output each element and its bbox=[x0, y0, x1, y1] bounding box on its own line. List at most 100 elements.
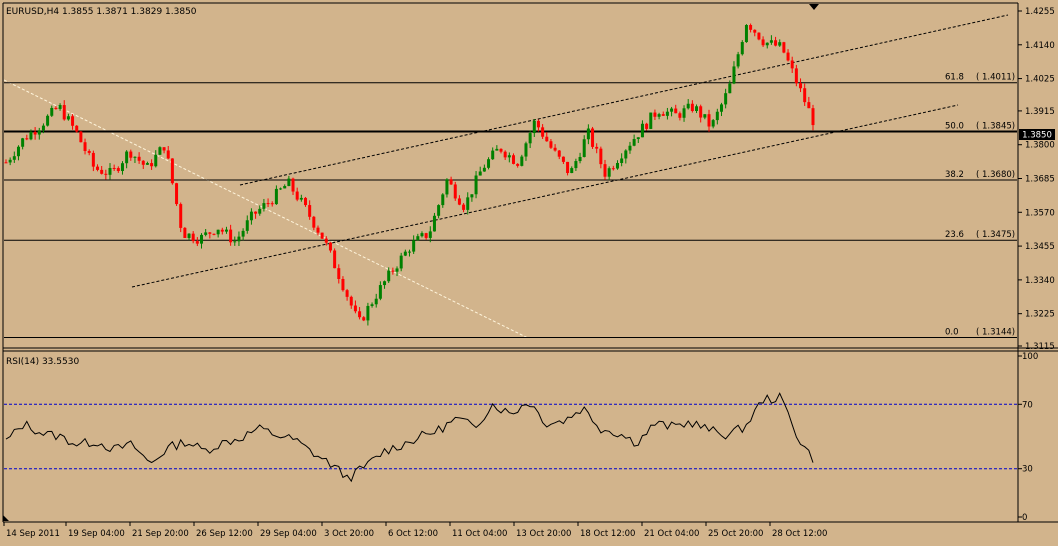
price-candle bbox=[191, 231, 195, 244]
price-candle bbox=[437, 204, 441, 219]
price-candle bbox=[807, 96, 811, 109]
candle-body bbox=[690, 103, 694, 111]
price-candle bbox=[470, 194, 474, 202]
candle-body bbox=[599, 148, 603, 165]
price-candle bbox=[366, 302, 370, 326]
candle-body bbox=[728, 83, 732, 94]
candle-body bbox=[299, 197, 303, 200]
candle-body bbox=[603, 164, 607, 177]
price-candles bbox=[4, 23, 815, 326]
price-candle bbox=[674, 104, 678, 114]
price-candle bbox=[179, 202, 183, 233]
price-candle bbox=[125, 150, 129, 169]
price-candle bbox=[728, 80, 732, 94]
channel-lower-line[interactable] bbox=[131, 104, 959, 288]
candle-body bbox=[487, 159, 491, 168]
candle-body bbox=[462, 204, 466, 210]
price-candle bbox=[528, 130, 532, 149]
fibonacci-levels[interactable]: 61.8 ( 1.4011) 50.0 ( 1.3845) 38.2 ( 1.3680) 2… bbox=[4, 73, 1017, 338]
candle-body bbox=[586, 128, 590, 140]
price-candle bbox=[237, 231, 241, 247]
price-candle bbox=[299, 194, 303, 202]
candle-body bbox=[732, 66, 736, 84]
price-candle bbox=[249, 208, 253, 225]
price-candle bbox=[208, 231, 212, 239]
price-candle bbox=[566, 161, 570, 176]
candle-body bbox=[457, 198, 461, 205]
time-tick-label: 28 Oct 12:00 bbox=[772, 529, 827, 539]
fib-price-label: ( 1.3144) bbox=[976, 327, 1015, 337]
price-candle bbox=[58, 103, 62, 111]
price-candle bbox=[520, 154, 524, 167]
candle-body bbox=[441, 194, 445, 206]
candle-body bbox=[345, 290, 349, 297]
price-tick-label: 1.4255 bbox=[1025, 7, 1055, 17]
candle-body bbox=[120, 163, 124, 172]
rsi-tick-label: 0 bbox=[1022, 513, 1027, 523]
price-candle bbox=[682, 105, 686, 122]
price-candle bbox=[428, 226, 432, 243]
candle-body bbox=[707, 114, 711, 127]
candle-body bbox=[657, 114, 661, 117]
price-candle bbox=[399, 252, 403, 272]
price-candle bbox=[387, 267, 391, 283]
price-candle bbox=[495, 145, 499, 151]
price-candle bbox=[383, 280, 387, 289]
candle-body bbox=[536, 120, 540, 128]
price-candle bbox=[408, 249, 411, 257]
candle-body bbox=[295, 191, 299, 200]
candle-body bbox=[749, 25, 753, 30]
price-candle bbox=[561, 156, 565, 165]
candle-body bbox=[549, 141, 553, 148]
candle-body bbox=[591, 128, 595, 147]
price-candle bbox=[466, 192, 470, 215]
candle-body bbox=[736, 54, 740, 67]
price-candle bbox=[744, 24, 748, 43]
candle-body bbox=[466, 197, 470, 210]
chart-shift-marker[interactable] bbox=[809, 4, 819, 10]
candle-body bbox=[570, 168, 574, 174]
candle-body bbox=[16, 146, 20, 157]
price-candle bbox=[661, 111, 665, 116]
price-candle bbox=[724, 88, 728, 109]
candle-body bbox=[270, 203, 274, 205]
candle-body bbox=[166, 150, 170, 159]
price-candle bbox=[295, 187, 299, 202]
price-candle bbox=[403, 249, 407, 257]
candle-body bbox=[183, 227, 187, 238]
fib-level-label: 61.8 bbox=[945, 73, 964, 83]
candle-body bbox=[782, 42, 786, 53]
price-candle bbox=[391, 267, 395, 275]
fibonacci-base-line[interactable] bbox=[3, 79, 529, 339]
candle-body bbox=[640, 123, 644, 138]
price-candle bbox=[137, 152, 141, 164]
candle-body bbox=[4, 162, 8, 164]
candle-body bbox=[312, 216, 316, 228]
price-tick-label: 1.3340 bbox=[1025, 276, 1055, 286]
channel-upper-line[interactable] bbox=[239, 14, 1009, 186]
candle-body bbox=[87, 150, 91, 153]
candle-body bbox=[520, 156, 524, 166]
price-candle bbox=[129, 149, 133, 161]
price-candle bbox=[108, 163, 112, 180]
price-candle bbox=[482, 164, 486, 172]
price-candle bbox=[536, 119, 540, 132]
price-candle bbox=[645, 122, 649, 131]
price-candle bbox=[358, 307, 362, 320]
candle-body bbox=[516, 163, 520, 166]
candle-body bbox=[108, 167, 112, 175]
price-candle bbox=[432, 212, 436, 232]
fib-level-label: 23.6 bbox=[945, 230, 964, 240]
price-candle bbox=[599, 146, 603, 169]
price-candle bbox=[715, 108, 719, 125]
candle-body bbox=[624, 150, 628, 159]
price-candle bbox=[145, 161, 149, 165]
time-axis-labels: 14 Sep 2011 19 Sep 04:00 21 Sep 20:00 26 Se… bbox=[3, 522, 827, 539]
candle-body bbox=[29, 132, 33, 140]
candle-body bbox=[104, 173, 108, 175]
price-candle bbox=[732, 61, 736, 85]
price-candle bbox=[304, 196, 308, 207]
fib-price-label: ( 1.3680) bbox=[976, 170, 1015, 180]
